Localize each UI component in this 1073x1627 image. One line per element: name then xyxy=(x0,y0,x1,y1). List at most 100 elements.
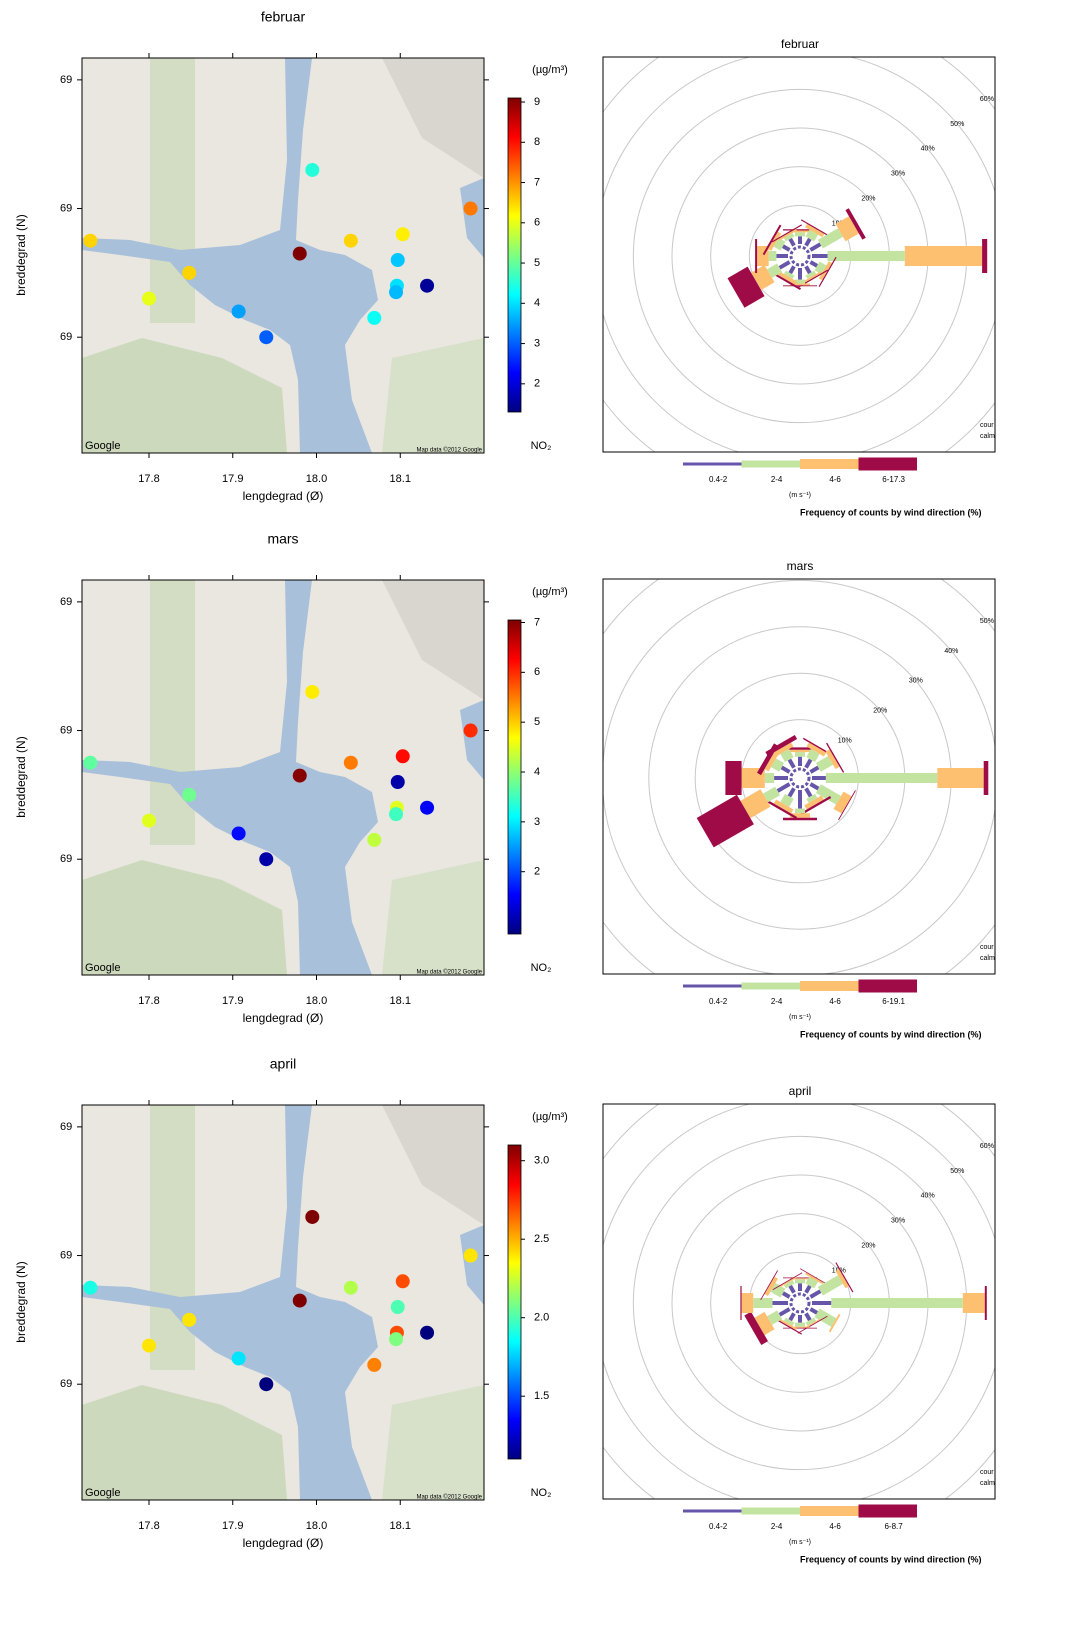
site-point xyxy=(389,1332,403,1346)
rose-bar xyxy=(804,759,812,769)
rose-bar xyxy=(790,750,810,752)
rose-bar xyxy=(795,809,805,814)
site-point xyxy=(344,1281,358,1295)
rose-bar xyxy=(753,1298,772,1308)
rose-bar xyxy=(783,1328,817,1329)
x-tick-label: 18.0 xyxy=(306,473,327,485)
site-point xyxy=(83,1281,97,1295)
ring-label: 50% xyxy=(950,1168,964,1175)
rose-bar xyxy=(788,787,796,797)
figure: februarGoogleMap data ©2012 Google17.817… xyxy=(0,0,1073,1627)
site-point xyxy=(420,279,434,293)
rose-bar xyxy=(804,787,812,797)
site-point xyxy=(389,807,403,821)
colorbar-tick-label: 5 xyxy=(534,716,540,728)
legend-label: 0.4-2 xyxy=(709,1522,728,1531)
ring-label: 60% xyxy=(980,1143,994,1150)
rose-bar xyxy=(798,1283,802,1291)
colorbar-tick-label: 8 xyxy=(534,136,540,148)
calm-circle xyxy=(791,247,809,265)
map-panel: GoogleMap data ©2012 Google xyxy=(82,580,484,976)
colorbar-tick-label: 9 xyxy=(534,96,540,108)
chart-title: april xyxy=(789,1084,812,1098)
map-attribution: Google xyxy=(85,962,120,974)
legend-label: 4-6 xyxy=(829,997,841,1006)
site-point xyxy=(396,1274,410,1288)
legend-unit: (m s⁻¹) xyxy=(789,492,811,499)
colorbar-unit: (µg/m³) xyxy=(532,586,568,598)
site-point xyxy=(389,285,403,299)
rose-bar xyxy=(828,251,905,261)
site-point xyxy=(367,1358,381,1372)
colorbar xyxy=(508,1145,521,1459)
x-tick-label: 17.9 xyxy=(222,1520,243,1532)
x-tick-label: 18.0 xyxy=(306,1520,327,1532)
legend-label: 6-19.1 xyxy=(882,997,905,1006)
rose-bar xyxy=(798,790,802,809)
ring-label: 30% xyxy=(891,1218,905,1225)
colorbar-tick-label: 6 xyxy=(534,666,540,678)
site-point xyxy=(367,833,381,847)
ring-label: 20% xyxy=(861,1242,875,1249)
legend-swatch xyxy=(742,1508,801,1515)
rose-bar xyxy=(963,1293,985,1313)
legend-swatch xyxy=(800,1506,859,1516)
chart-title: mars xyxy=(787,559,814,573)
y-tick-label: 69 xyxy=(60,74,72,86)
calm-circle xyxy=(791,1294,809,1312)
rose-bar xyxy=(831,1298,963,1308)
site-point xyxy=(391,1300,405,1314)
x-tick-label: 17.8 xyxy=(138,473,159,485)
site-point xyxy=(83,234,97,248)
rose-bar xyxy=(798,268,802,280)
caption: Frequency of counts by wind direction (%… xyxy=(800,507,982,517)
y-tick-label: 69 xyxy=(60,331,72,343)
legend-swatch xyxy=(683,463,742,466)
rose-bar xyxy=(937,768,983,788)
base-map xyxy=(82,1105,484,1500)
site-point xyxy=(182,788,196,802)
colorbar-tick-label: 5 xyxy=(534,257,540,269)
rose-bar xyxy=(798,1315,802,1323)
site-point xyxy=(391,253,405,267)
rose-bar xyxy=(905,246,982,266)
rose-panel: 10%20%30%40%50%courcalm xyxy=(556,534,1044,1022)
legend-swatch xyxy=(859,980,918,993)
colorbar-tick-label: 2.5 xyxy=(534,1233,549,1245)
rose-bar xyxy=(774,776,788,780)
site-point xyxy=(344,234,358,248)
colorbar-tick-label: 3.0 xyxy=(534,1155,549,1167)
colorbar-tick-label: 2 xyxy=(534,378,540,390)
y-axis-label: breddegrad (N) xyxy=(14,1261,28,1342)
site-point xyxy=(305,685,319,699)
rose-bar xyxy=(795,1323,805,1327)
site-point xyxy=(367,311,381,325)
legend-label: 6-8.7 xyxy=(884,1522,903,1531)
site-point xyxy=(391,775,405,789)
colorbar-tick-label: 2.0 xyxy=(534,1312,549,1324)
y-tick-label: 69 xyxy=(60,1249,72,1261)
site-point xyxy=(293,1294,307,1308)
site-point xyxy=(344,756,358,770)
colorbar-tick-label: 7 xyxy=(534,616,540,628)
legend-label: 4-6 xyxy=(829,475,841,484)
x-tick-label: 18.1 xyxy=(390,473,411,485)
caption: Frequency of counts by wind direction (%… xyxy=(800,1029,982,1039)
rose-bar xyxy=(818,1275,843,1295)
rose-bar xyxy=(777,782,791,792)
ring-label: 30% xyxy=(891,171,905,178)
colorbar-tick-label: 3 xyxy=(534,816,540,828)
site-point xyxy=(305,1210,319,1224)
legend-swatch xyxy=(742,461,801,468)
caption: Frequency of counts by wind direction (%… xyxy=(800,1554,982,1564)
rose-bar xyxy=(776,254,788,258)
rose-bar xyxy=(740,1286,741,1320)
site-point xyxy=(464,202,478,216)
rose-bar xyxy=(812,1301,831,1305)
legend-swatch xyxy=(683,1510,742,1513)
ring-label: 40% xyxy=(921,1193,935,1200)
x-tick-label: 17.8 xyxy=(138,1520,159,1532)
x-axis-label: lengdegrad (Ø) xyxy=(243,1536,324,1550)
site-point xyxy=(83,756,97,770)
